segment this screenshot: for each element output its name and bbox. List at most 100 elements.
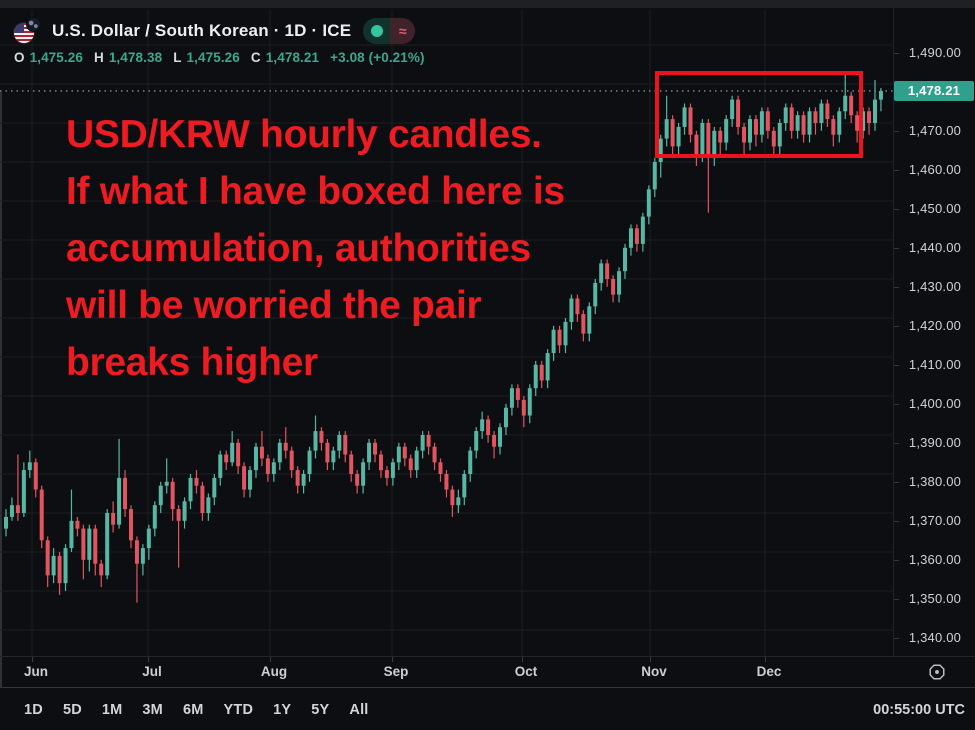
price-tick-mark <box>894 170 899 171</box>
range-button-1y[interactable]: 1Y <box>273 701 292 718</box>
candle-body <box>801 115 806 135</box>
candle-body <box>289 450 294 471</box>
chart-header: U.S. Dollar / South Korean · 1D · ICE ≈ … <box>14 18 425 65</box>
candle-body <box>111 513 116 525</box>
time-axis[interactable]: Jun Jul Aug Sep Oct Nov Dec <box>0 656 975 688</box>
price-tick-label: 1,380.00 <box>908 474 962 489</box>
candle-body <box>557 329 562 346</box>
candle-body <box>134 540 139 564</box>
range-button-5y[interactable]: 5Y <box>311 701 330 718</box>
candle-body <box>140 548 145 564</box>
candle-body <box>527 388 532 416</box>
range-button-1m[interactable]: 1M <box>101 701 123 718</box>
price-axis[interactable]: 1,490.001,480.001,470.001,460.001,450.00… <box>893 8 975 656</box>
candle-body <box>593 282 598 307</box>
candle-body <box>634 228 639 244</box>
candle-body <box>878 90 883 100</box>
candle-body <box>712 130 717 159</box>
candle-body <box>176 509 181 521</box>
price-tick-mark <box>894 443 899 444</box>
candle-body <box>15 505 20 513</box>
candle-body <box>331 450 336 463</box>
chart-card <box>0 8 975 730</box>
candle-body <box>545 353 550 381</box>
candle-body <box>515 388 520 400</box>
candle-body <box>170 481 175 510</box>
range-button-1d[interactable]: 1D <box>24 701 43 718</box>
candle-body <box>724 119 729 143</box>
candle-body <box>867 111 872 123</box>
candle-body <box>468 450 473 474</box>
candle-body <box>843 95 848 112</box>
axis-settings-gear-icon[interactable] <box>926 661 948 683</box>
left-pane-edge <box>0 92 2 688</box>
price-tick-label: 1,490.00 <box>908 45 962 60</box>
candle-body <box>837 111 842 135</box>
candle-body <box>426 435 431 447</box>
close-value: 1,478.21 <box>265 50 320 65</box>
price-tick-mark <box>894 287 899 288</box>
candle-body <box>694 134 699 155</box>
candle-body <box>664 119 669 139</box>
clock[interactable]: 00:55:00 UTC <box>873 701 965 718</box>
candle-body <box>402 446 407 459</box>
candle-body <box>736 99 741 127</box>
candle-body <box>599 263 604 283</box>
time-tick-mark <box>765 657 766 662</box>
price-tick-mark <box>894 404 899 405</box>
price-tick-label: 1,450.00 <box>908 201 962 216</box>
symbol-title[interactable]: U.S. Dollar / South Korean · 1D · ICE <box>52 21 352 40</box>
candle-body <box>182 501 187 521</box>
price-tick-mark <box>894 248 899 249</box>
annotation-text: USD/KRW hourly candles. If what I have b… <box>66 106 565 391</box>
candle-body <box>509 388 514 408</box>
ohlc-row: O 1,475.26 H 1,478.38 L 1,475.26 C 1,478.21 … <box>14 50 425 65</box>
price-tick-mark <box>894 209 899 210</box>
top-strip <box>0 0 975 8</box>
candle-body <box>474 431 479 451</box>
time-tick-mark <box>522 657 523 662</box>
candle-body <box>831 119 836 135</box>
price-tick-mark <box>894 599 899 600</box>
candle-body <box>587 306 592 334</box>
candle-body <box>212 477 217 498</box>
price-tick-label: 1,470.00 <box>908 123 962 138</box>
range-button-all[interactable]: All <box>349 701 369 718</box>
candle-body <box>248 470 253 490</box>
symbol-icon <box>14 18 44 44</box>
candle-body <box>45 540 50 576</box>
time-tick-mark <box>650 657 651 662</box>
open-value: 1,475.26 <box>29 50 83 65</box>
candle-body <box>444 474 449 490</box>
candle-body <box>158 485 163 506</box>
time-tick-nov: Nov <box>641 664 667 679</box>
candle-body <box>432 446 437 463</box>
candle-body <box>438 462 443 474</box>
candle-body <box>825 103 830 120</box>
time-tick-aug: Aug <box>260 664 288 679</box>
annotation-line: will be worried the pair <box>66 284 482 327</box>
candle-body <box>265 458 270 474</box>
price-tick-mark <box>894 365 899 366</box>
candle-body <box>575 298 580 315</box>
range-button-3m[interactable]: 3M <box>142 701 163 718</box>
candle-body <box>75 520 80 529</box>
candle-body <box>4 516 8 529</box>
price-tick-label: 1,370.00 <box>908 513 962 528</box>
accumulation-box <box>655 71 863 158</box>
candle-body <box>325 442 330 463</box>
candle-body <box>813 111 818 123</box>
range-button-5d[interactable]: 5D <box>62 701 82 718</box>
range-button-6m[interactable]: 6M <box>182 701 204 718</box>
candle-body <box>819 103 824 123</box>
candle-body <box>117 477 122 525</box>
candle-body <box>777 123 782 147</box>
candle-body <box>194 477 199 486</box>
range-button-ytd[interactable]: YTD <box>223 701 254 718</box>
candle-body <box>33 462 38 490</box>
market-status-toggle[interactable]: ≈ <box>363 18 416 44</box>
candle-body <box>230 442 235 463</box>
candle-body <box>200 485 205 513</box>
candle-body <box>396 446 401 463</box>
